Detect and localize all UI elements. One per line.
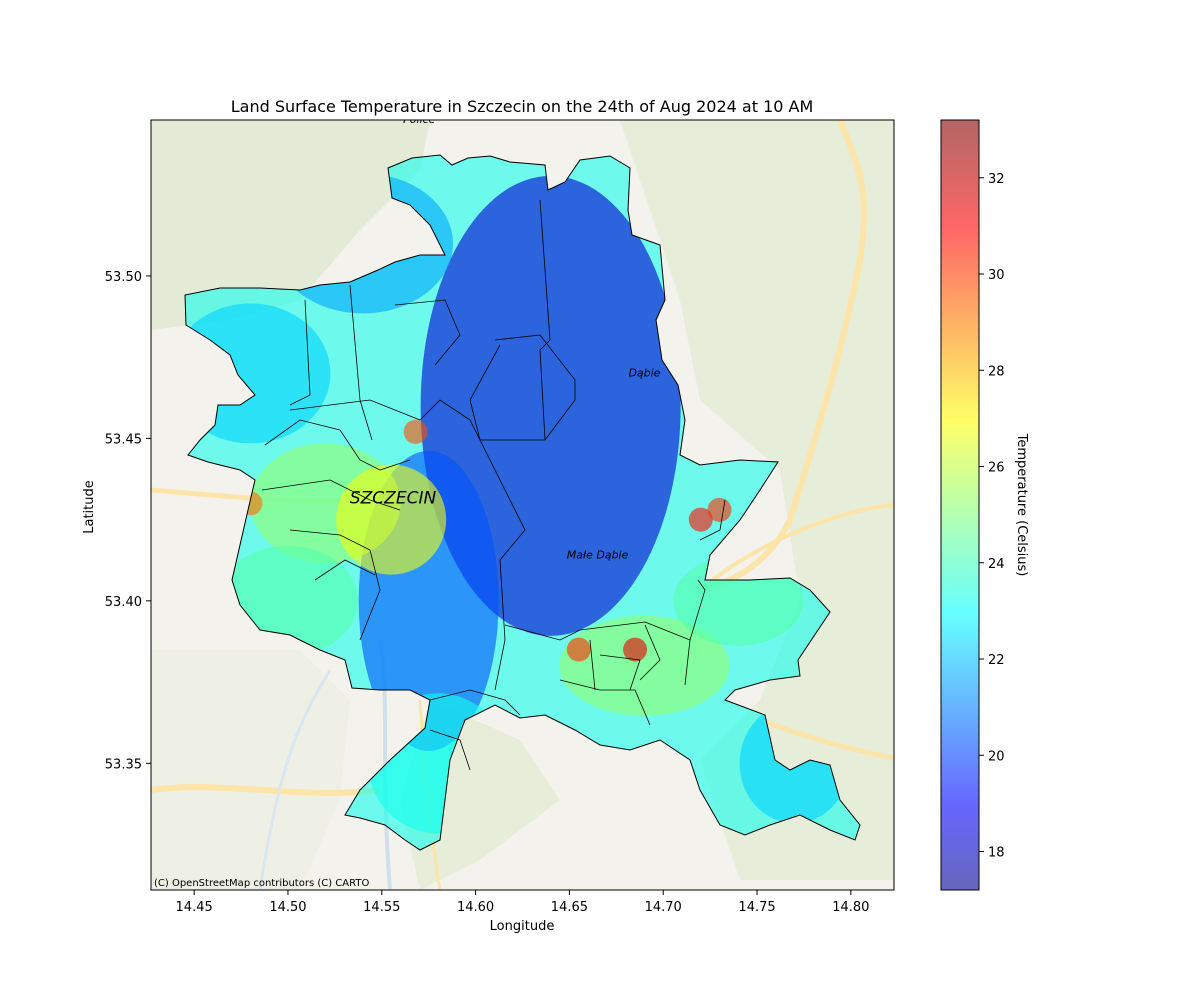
colorbar-tick-label: 32 <box>988 172 1005 187</box>
colorbar-tick-label: 20 <box>988 749 1005 764</box>
colorbar-ticks: 18 20 22 24 26 28 30 32 <box>979 172 1005 861</box>
y-tick-label: 53.35 <box>105 757 142 772</box>
city-boundary <box>184 154 861 851</box>
x-axis-ticks: 14.45 14.50 14.55 14.60 14.65 14.70 14.75 14.80 <box>176 890 869 915</box>
x-tick-label: 14.55 <box>363 900 400 915</box>
basemap-label-1: Dąbie <box>628 367 660 380</box>
colorbar-tick-label: 28 <box>988 364 1005 379</box>
temperature-zone-hotspot-a <box>688 507 713 532</box>
district-boundaries <box>261 199 726 771</box>
basemap-label-2: SZCZECIN <box>350 488 437 508</box>
colorbar-tick-label: 24 <box>988 557 1005 572</box>
basemap-label-0: Police <box>403 113 436 126</box>
x-axis-label: Longitude <box>490 919 555 934</box>
temperature-zone-hotspot-d <box>707 497 732 522</box>
temperature-zone-hotspot-c <box>566 637 591 662</box>
temperature-zone-southeast <box>559 615 730 716</box>
colorbar-tick-label: 26 <box>988 461 1005 476</box>
temperature-zone-hotspot-b <box>623 637 648 662</box>
colorbar-tick-label: 18 <box>988 846 1005 861</box>
map-axes: Police Dąbie SZCZECIN Małe Dąbie (C) OpenSt… <box>151 113 894 890</box>
y-tick-label: 53.50 <box>105 270 142 285</box>
colorbar-tick-label: 30 <box>988 268 1005 283</box>
x-tick-label: 14.80 <box>832 900 869 915</box>
x-tick-label: 14.45 <box>176 900 213 915</box>
basemap-label-3: Małe Dąbie <box>567 549 629 562</box>
colorbar-tick-label: 22 <box>988 653 1005 668</box>
y-tick-label: 53.45 <box>105 432 142 447</box>
x-tick-label: 14.75 <box>738 900 775 915</box>
y-axis-ticks: 53.35 53.40 53.45 53.50 <box>105 270 151 772</box>
basemap-labels: Police Dąbie SZCZECIN Małe Dąbie <box>350 113 661 562</box>
y-axis-label: Latitude <box>82 480 97 534</box>
colorbar-label: Temperature (Celsius) <box>1014 433 1029 577</box>
x-tick-label: 14.65 <box>551 900 588 915</box>
colorbar: 18 20 22 24 26 28 30 32 Temperature (Celsius) <box>940 119 1029 891</box>
x-tick-label: 14.60 <box>457 900 494 915</box>
map-attribution: (C) OpenStreetMap contributors (C) CARTO <box>154 878 369 889</box>
x-tick-label: 14.50 <box>269 900 306 915</box>
temperature-zone-hotspot-e <box>403 419 428 444</box>
y-tick-label: 53.40 <box>105 595 142 610</box>
chart-title: Land Surface Temperature in Szczecin on … <box>231 97 814 116</box>
colorbar-gradient <box>941 120 979 890</box>
x-tick-label: 14.70 <box>645 900 682 915</box>
axes-frame <box>150 119 895 891</box>
temperature-zone-center <box>336 464 447 575</box>
